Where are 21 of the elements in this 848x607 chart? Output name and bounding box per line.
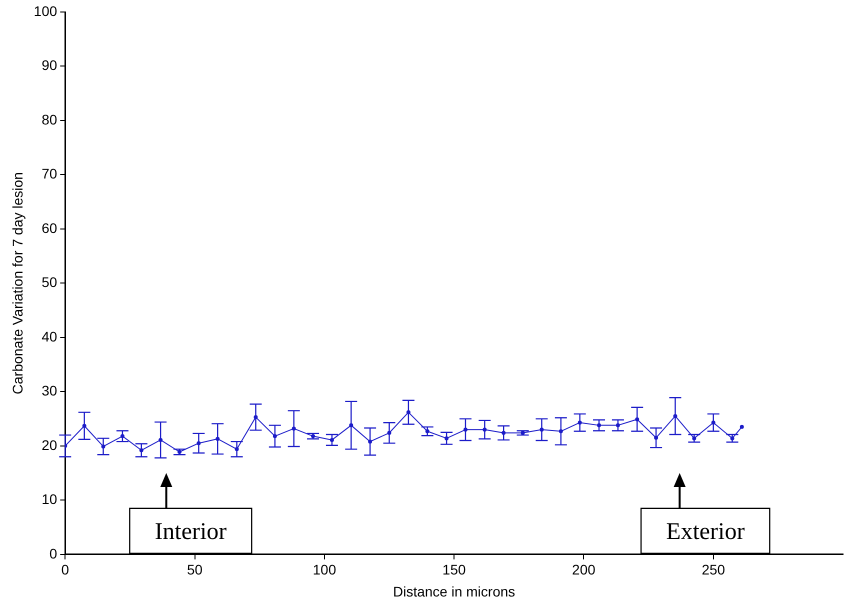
x-tick-label: 0	[61, 562, 70, 578]
x-axis-title: Distance in microns	[393, 583, 516, 600]
y-tick-label: 10	[42, 491, 58, 508]
annotation: Interior	[154, 519, 227, 546]
y-tick-label: 0	[49, 545, 58, 562]
y-tick-label: 40	[42, 328, 58, 344]
y-tick-label: 70	[42, 166, 58, 182]
annotation: Exterior	[666, 519, 745, 546]
y-tick-label: 80	[42, 111, 58, 128]
y-axis-title: Carbonate Variation for 7 day lesion	[9, 172, 26, 394]
y-tick-label: 20	[42, 436, 58, 453]
y-tick-label: 60	[42, 220, 58, 236]
y-tick-label: 50	[42, 274, 58, 290]
y-tick-label: 30	[42, 382, 58, 399]
x-tick-label: 50	[187, 562, 203, 578]
x-tick-label: 200	[572, 562, 596, 578]
y-tick-label: 90	[42, 57, 58, 74]
x-tick-label: 150	[442, 562, 466, 578]
y-tick-label: 100	[34, 2, 58, 19]
x-tick-label: 100	[312, 562, 336, 578]
x-tick-label: 250	[702, 562, 726, 578]
